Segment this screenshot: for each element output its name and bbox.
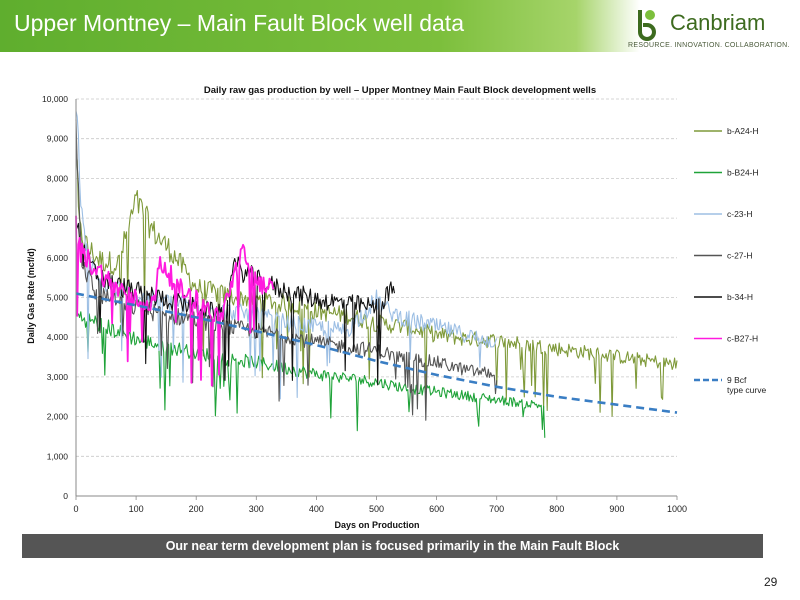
grid-lines <box>76 98 677 457</box>
x-tick-label: 200 <box>189 504 204 514</box>
y-tick-label: 7,000 <box>47 213 69 223</box>
x-tick-label: 100 <box>129 504 144 514</box>
legend-label: c-27-H <box>727 251 753 261</box>
x-tick-label: 0 <box>73 504 78 514</box>
x-tick-label: 1000 <box>667 504 687 514</box>
y-tick-label: 5,000 <box>47 293 69 303</box>
series-line-c-23-h <box>75 110 498 400</box>
canbriam-logo-icon <box>638 10 656 41</box>
canbriam-logo: Canbriam RESOURCE. INNOVATION. COLLABORA… <box>628 6 796 50</box>
x-tick-label: 500 <box>369 504 384 514</box>
page-number: 29 <box>764 575 778 589</box>
y-tick-label: 2,000 <box>47 412 69 422</box>
y-tick-label: 3,000 <box>47 372 69 382</box>
production-chart: Daily raw gas production by well – Upper… <box>26 85 766 530</box>
y-axis-label: Daily Gas Rate (mcf/d) <box>26 248 36 344</box>
logo-wordmark: Canbriam <box>670 10 766 35</box>
y-tick-label: 8,000 <box>47 173 69 183</box>
x-tick-label: 400 <box>309 504 324 514</box>
series-line-9-bcf-type-curve <box>75 292 678 414</box>
tick-labels: 0 1,000 2,000 3,000 4,000 5,000 6,000 7,000 8,00… <box>42 94 687 514</box>
y-tick-label: 1,000 <box>47 451 69 461</box>
logo-tagline: RESOURCE. INNOVATION. COLLABORATION. <box>628 42 790 49</box>
axes <box>75 99 678 500</box>
y-tick-label: 4,000 <box>47 332 69 342</box>
legend-label: c-23-H <box>727 209 753 219</box>
header-bar: Upper Montney – Main Fault Block well da… <box>0 0 800 52</box>
x-tick-label: 600 <box>429 504 444 514</box>
slide-title: Upper Montney – Main Fault Block well da… <box>14 10 464 36</box>
y-tick-label: 10,000 <box>42 94 68 104</box>
x-tick-label: 900 <box>609 504 624 514</box>
legend-label: 9 Bcf type curve <box>727 375 766 395</box>
series-lines <box>75 110 678 438</box>
y-tick-label: 9,000 <box>47 134 69 144</box>
series-line-c-b27-h <box>75 215 275 387</box>
series-line-b-34-h <box>75 222 396 386</box>
series-line-b-b24-h <box>75 311 546 438</box>
x-tick-label: 800 <box>549 504 564 514</box>
legend-label: b-34-H <box>727 292 753 302</box>
legend-label: b-B24-H <box>727 168 759 178</box>
x-axis-label: Days on Production <box>334 520 419 530</box>
legend-label: b-A24-H <box>727 126 759 136</box>
legend-label: c-B27-H <box>727 334 758 344</box>
x-tick-label: 300 <box>249 504 264 514</box>
legend: b-A24-H b-B24-H c-23-H c-27-H b-34-H c-B27-H 9… <box>694 126 766 395</box>
chart-title: Daily raw gas production by well – Upper… <box>204 85 596 96</box>
x-tick-label: 700 <box>489 504 504 514</box>
y-tick-label: 0 <box>63 491 68 501</box>
summary-banner: Our near term development plan is focuse… <box>22 534 763 558</box>
y-tick-label: 6,000 <box>47 253 69 263</box>
